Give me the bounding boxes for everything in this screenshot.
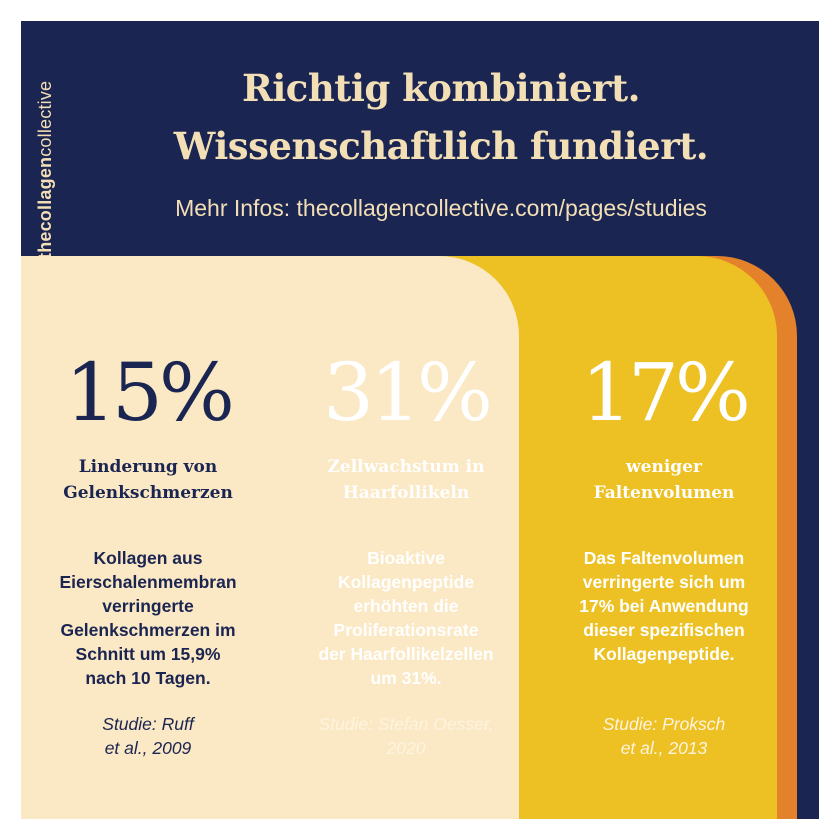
stat-claim-line: Gelenkschmerzen bbox=[63, 483, 233, 503]
stat-claim-line: Zellwachstum in bbox=[327, 457, 485, 477]
stat-description-line: verringerte bbox=[102, 596, 194, 616]
stat-study-line: et al., 2013 bbox=[620, 738, 708, 758]
stat-percent: 17% bbox=[581, 346, 751, 439]
stat-claim-line: weniger bbox=[626, 457, 702, 477]
stat-description: Bioaktive Kollagenpeptide erhöhten die P… bbox=[281, 546, 531, 690]
infographic: thecollagencollective Richtig kombiniert… bbox=[21, 21, 819, 819]
brand-regular: collective bbox=[35, 80, 55, 157]
brand-logo: thecollagencollective bbox=[30, 29, 60, 259]
stat-claim: weniger Faltenvolumen bbox=[539, 454, 789, 506]
stat-claim-line: Faltenvolumen bbox=[593, 483, 735, 503]
card-cream bbox=[21, 256, 519, 819]
stat-study: Studie: Ruff et al., 2009 bbox=[23, 712, 273, 760]
stat-description-line: der Haarfollikelzellen bbox=[318, 644, 494, 664]
stat-study: Studie: Proksch et al., 2013 bbox=[539, 712, 789, 760]
stat-description-line: 17% bei Anwendung bbox=[579, 596, 749, 616]
stat-claim: Linderung von Gelenkschmerzen bbox=[23, 454, 273, 506]
stat-study: Studie: Stefan Oesser, 2020 bbox=[281, 712, 531, 760]
stat-study-line: Studie: Proksch bbox=[602, 714, 726, 734]
stat-description-line: Bioaktive bbox=[367, 548, 445, 568]
stat-description-line: Kollagenpeptide bbox=[337, 572, 475, 592]
stat-study-line: et al., 2009 bbox=[104, 738, 192, 758]
stat-percent: 31% bbox=[323, 346, 493, 439]
stat-description-line: nach 10 Tagen. bbox=[85, 668, 211, 688]
stat-claim-line: Haarfollikeln bbox=[342, 483, 470, 503]
stat-description-line: um 31%. bbox=[370, 668, 442, 688]
stat-description-line: Eierschalenmembran bbox=[59, 572, 237, 592]
stat-claim-line: Linderung von bbox=[78, 457, 218, 477]
stat-description-line: Schnitt um 15,9% bbox=[75, 644, 221, 664]
stat-description-line: Kollagenpeptide. bbox=[593, 644, 735, 664]
stat-percent: 15% bbox=[65, 346, 235, 439]
stat-description-line: dieser spezifischen bbox=[583, 620, 745, 640]
info-link[interactable]: Mehr Infos: thecollagencollective.com/pa… bbox=[175, 195, 707, 221]
stat-description: Kollagen aus Eierschalenmembran verringe… bbox=[23, 546, 273, 690]
stat-description: Das Faltenvolumen verringerte sich um 17… bbox=[539, 546, 789, 666]
stat-description-line: erhöhten die bbox=[353, 596, 459, 616]
stat-description-line: Proliferationsrate bbox=[333, 620, 479, 640]
headline-line-1: Richtig kombiniert. bbox=[242, 66, 641, 110]
stat-description-line: verringerte sich um bbox=[582, 572, 746, 592]
stat-description-line: Das Faltenvolumen bbox=[583, 548, 745, 568]
stat-claim: Zellwachstum in Haarfollikeln bbox=[281, 454, 531, 506]
stat-study-line: 2020 bbox=[386, 738, 426, 758]
stat-study-line: Studie: Ruff bbox=[102, 714, 194, 734]
stat-description-line: Gelenkschmerzen im bbox=[60, 620, 236, 640]
headline-line-2: Wissenschaftlich fundiert. bbox=[173, 124, 709, 168]
stat-study-line: Studie: Stefan Oesser, bbox=[318, 714, 494, 734]
brand-bold: thecollagen bbox=[35, 156, 55, 259]
stat-description-line: Kollagen aus bbox=[93, 548, 203, 568]
